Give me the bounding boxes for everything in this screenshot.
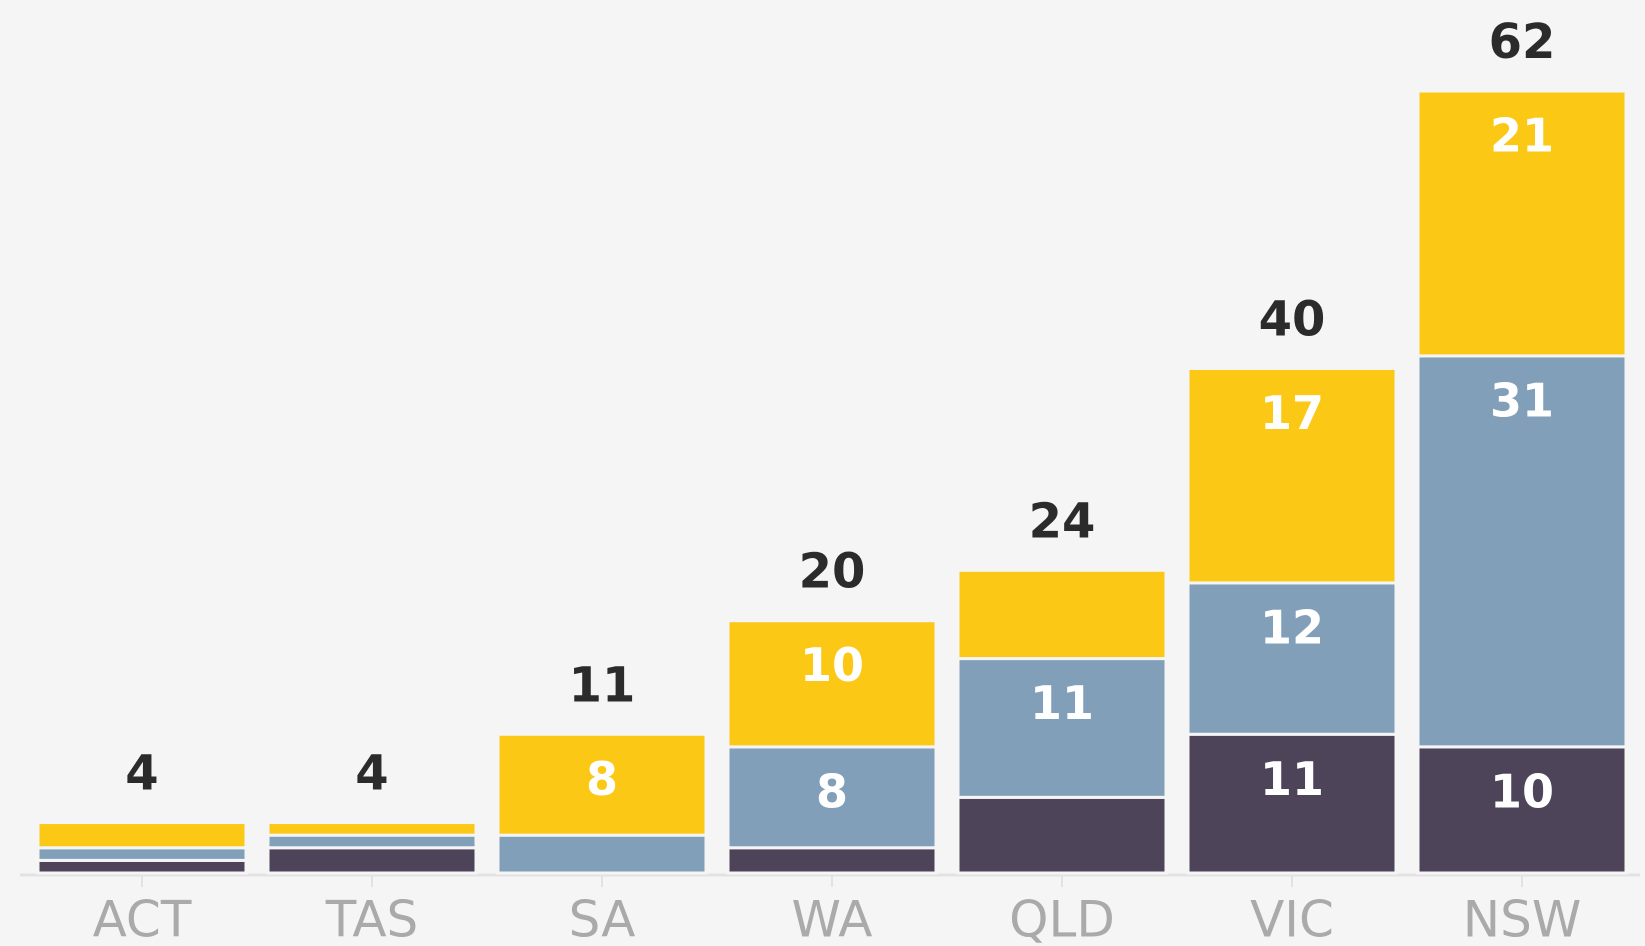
- bar-segment: [1186, 732, 1398, 875]
- bar-segment: [956, 795, 1168, 875]
- segment-label: 31: [1490, 373, 1554, 427]
- bar-segment: [266, 846, 478, 875]
- bar-segment: [36, 858, 248, 875]
- total-label: 4: [125, 746, 158, 802]
- segment-label: 8: [586, 752, 618, 806]
- total-label: 4: [355, 746, 388, 802]
- total-label: 20: [799, 544, 866, 600]
- total-label: 11: [569, 657, 636, 713]
- bar-segment: [1186, 581, 1398, 736]
- bar-segment: [726, 619, 938, 749]
- bar-segment: [266, 821, 478, 837]
- bar-segment: [36, 846, 248, 862]
- x-tick-label: WA: [792, 891, 873, 946]
- segment-label: 10: [1490, 764, 1554, 818]
- segment-label: 11: [1260, 752, 1324, 806]
- bar-segment: [496, 732, 708, 837]
- segment-label: 21: [1490, 109, 1554, 163]
- segment-label: 17: [1260, 386, 1324, 440]
- total-label: 62: [1489, 14, 1556, 70]
- x-tick-label: VIC: [1250, 891, 1334, 946]
- x-tick-label: SA: [569, 891, 636, 946]
- segment-label: 12: [1260, 600, 1324, 654]
- x-tick-label: TAS: [325, 891, 419, 946]
- x-tick-label: NSW: [1463, 891, 1582, 946]
- x-tick-label: QLD: [1009, 891, 1115, 946]
- bar-segment: [36, 821, 248, 850]
- bar-segment: [956, 657, 1168, 799]
- bar-segment: [1416, 354, 1628, 749]
- bar-segment: [1186, 366, 1398, 585]
- total-label: 24: [1029, 493, 1096, 549]
- bar-segment: [1416, 89, 1628, 358]
- x-tick-label: ACT: [93, 891, 192, 946]
- bar-segment: [496, 833, 708, 875]
- bar-segment: [726, 846, 938, 875]
- bar-segment: [266, 833, 478, 850]
- segment-label: 11: [1030, 676, 1094, 730]
- total-label: 40: [1259, 291, 1326, 347]
- segment-label: 10: [800, 638, 864, 692]
- bar-segment: [956, 568, 1168, 661]
- segment-label: 8: [816, 764, 848, 818]
- bar-segment: [726, 745, 938, 850]
